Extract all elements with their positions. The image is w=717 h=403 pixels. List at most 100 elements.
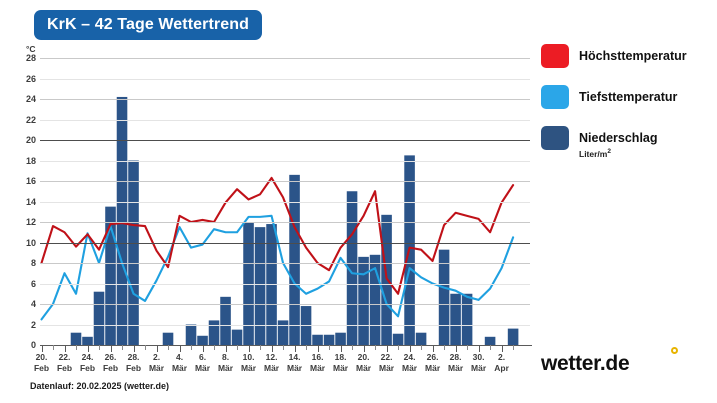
x-axis-label: 20. Feb xyxy=(22,352,62,374)
x-label-day: 24. xyxy=(81,352,94,362)
gridline-22 xyxy=(40,119,530,121)
precipitation-bar xyxy=(450,293,461,345)
y-axis-tick-8: 8 xyxy=(30,258,36,268)
data-run-note: Datenlauf: 20.02.2025 (wetter.de) xyxy=(30,381,170,391)
x-axis-tick xyxy=(283,345,285,350)
x-label-day: 4. xyxy=(175,352,184,362)
chart-legend: Höchsttemperatur Tiefsttemperatur Nieder… xyxy=(541,44,717,167)
legend-unit-text: Liter/m xyxy=(579,148,608,159)
x-axis-label: 30. Mär xyxy=(459,352,499,374)
gridline-16 xyxy=(40,181,530,182)
x-axis-tick xyxy=(133,345,135,352)
x-axis-tick xyxy=(294,345,296,352)
legend-item-precip: Niederschlag xyxy=(541,126,717,150)
precipitation-bar xyxy=(266,224,277,345)
x-label-month: Mär xyxy=(448,363,464,373)
x-axis-tick xyxy=(363,345,365,352)
precipitation-bar xyxy=(507,328,519,345)
y-axis-unit-label: °C xyxy=(26,44,36,54)
precipitation-bar xyxy=(105,206,116,345)
x-axis-label: 20. Mär xyxy=(344,352,384,374)
x-axis-tick xyxy=(444,345,446,350)
gridline-8 xyxy=(40,263,530,264)
x-label-month: Mär xyxy=(263,363,280,373)
x-axis-tick xyxy=(386,345,388,352)
x-axis-tick xyxy=(478,345,480,352)
x-label-day: 12. xyxy=(265,352,278,362)
precipitation-bar xyxy=(415,332,427,345)
x-label-day: 10. xyxy=(242,352,255,362)
x-label-month: Mär xyxy=(332,363,349,373)
x-axis-label: 28. Feb xyxy=(114,352,154,374)
x-label-month: Mär xyxy=(425,363,441,373)
x-axis-label: 10. Mär xyxy=(229,352,269,374)
x-axis-tick xyxy=(237,345,239,350)
x-axis-tick xyxy=(53,345,54,350)
precipitation-bar xyxy=(128,160,139,345)
x-axis-tick xyxy=(352,345,354,350)
x-axis-tick xyxy=(191,345,193,350)
x-label-day: 16. xyxy=(311,352,324,362)
precipitation-bar xyxy=(162,332,174,345)
x-label-day: 20. xyxy=(35,352,48,362)
precipitation-bar xyxy=(438,249,450,345)
x-axis-tick xyxy=(432,345,434,352)
gridline-12 xyxy=(40,222,530,223)
y-axis-tick-24: 24 xyxy=(25,94,36,104)
x-axis-tick xyxy=(225,345,227,352)
y-axis-tick-16: 16 xyxy=(25,176,36,186)
x-axis-tick xyxy=(260,345,262,350)
precipitation-bar xyxy=(82,336,93,345)
x-label-day: 14. xyxy=(288,352,301,362)
y-axis-tick-26: 26 xyxy=(25,73,36,84)
precipitation-bar xyxy=(484,336,496,345)
x-label-month: Apr xyxy=(494,363,509,373)
x-axis-tick xyxy=(375,345,377,350)
precipitation-bar xyxy=(369,254,381,345)
x-axis-label: 22. Feb xyxy=(45,352,85,374)
x-axis-tick xyxy=(145,345,147,350)
x-axis-tick xyxy=(248,345,250,352)
x-label-month: Mär xyxy=(379,363,395,373)
precipitation-bar xyxy=(300,306,312,345)
y-axis-labels: 0 2 4 6 8 10 12 14 16 18 20 22 24 26 28 xyxy=(14,53,36,350)
precipitation-bar xyxy=(335,332,346,345)
gridline-28 xyxy=(40,58,530,59)
legend-unit-sublabel: Liter/m2 xyxy=(579,148,611,159)
logo-circle-icon xyxy=(671,347,678,354)
weather-chart: °C 0 2 4 6 8 10 12 14 16 18 20 22 24 26 28 20. Feb 22. Fe… xyxy=(14,44,532,374)
gridline-26 xyxy=(40,78,530,80)
x-label-month: Feb xyxy=(102,363,119,373)
y-axis-tick-18: 18 xyxy=(25,155,36,166)
y-axis-tick-14: 14 xyxy=(25,196,36,207)
x-label-month: Feb xyxy=(79,363,96,373)
precipitation-bar xyxy=(277,320,289,345)
legend-unit-exponent: 2 xyxy=(607,148,611,155)
x-label-day: 20. xyxy=(357,352,370,362)
x-axis-tick xyxy=(490,345,492,350)
x-label-day: 8. xyxy=(221,352,230,362)
legend-item-low: Tiefsttemperatur xyxy=(541,85,717,109)
x-label-day: 28. xyxy=(449,352,462,362)
x-label-month: Mär xyxy=(309,363,326,373)
x-label-day: 18. xyxy=(334,352,347,362)
gridline-6 xyxy=(40,283,530,285)
x-label-day: 2. xyxy=(152,352,161,362)
y-axis-tick-20: 20 xyxy=(25,135,36,145)
x-label-month: Mär xyxy=(240,363,257,373)
x-axis-label: 22. Mär xyxy=(367,352,407,374)
x-axis-tick xyxy=(99,345,100,350)
precipitation-bar xyxy=(461,293,473,345)
x-axis-tick xyxy=(168,345,170,350)
x-axis-label: 16. Mär xyxy=(298,352,338,374)
y-axis-tick-12: 12 xyxy=(25,217,36,227)
y-axis-tick-2: 2 xyxy=(30,319,36,330)
y-axis-tick-0: 0 xyxy=(30,340,36,350)
precipitation-bar xyxy=(185,324,197,345)
y-axis-tick-22: 22 xyxy=(25,114,36,125)
x-axis-label: 14. Mär xyxy=(275,352,315,374)
x-axis-label: 26. Mär xyxy=(413,352,453,374)
precipitation-bar xyxy=(93,291,105,345)
x-label-day: 26. xyxy=(104,352,117,362)
legend-label-low: Tiefsttemperatur xyxy=(579,90,678,104)
